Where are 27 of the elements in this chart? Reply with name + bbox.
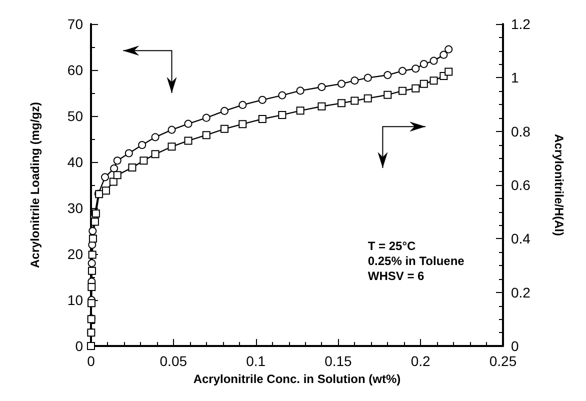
x-tick-label: 0.15 bbox=[324, 353, 352, 369]
x-tick-label: 0 bbox=[87, 353, 96, 369]
annotation: WHSV = 6 bbox=[368, 269, 425, 284]
y-tick-label: 70 bbox=[67, 16, 84, 32]
annotation: T = 25°C bbox=[368, 239, 416, 254]
x-tick-label: 0.25 bbox=[489, 353, 517, 369]
y2-tick-label: 1 bbox=[511, 70, 519, 86]
y2-tick-label: 0.2 bbox=[511, 284, 531, 300]
y-tick-label: 30 bbox=[67, 200, 84, 216]
y-tick-label: 60 bbox=[67, 62, 84, 78]
y2-axis-title: Acrylonitrile/H(Al) bbox=[552, 134, 566, 236]
y2-tick-label: 0.6 bbox=[511, 177, 531, 193]
y2-tick-label: 0 bbox=[511, 338, 519, 354]
annotation: 0.25% in Toluene bbox=[368, 254, 465, 268]
y-axis-title: Acrylonitrile Loading (mg/gz) bbox=[28, 102, 42, 268]
y-tick-label: 50 bbox=[67, 108, 84, 124]
y2-tick-label: 1.2 bbox=[511, 16, 531, 32]
x-tick-label: 0.05 bbox=[160, 353, 188, 369]
y-tick-label: 0 bbox=[75, 338, 84, 354]
y-tick-label: 10 bbox=[67, 292, 84, 308]
y2-tick-label: 0.4 bbox=[511, 230, 531, 247]
x-tick-label: 0.2 bbox=[410, 353, 431, 369]
x-axis-title: Acrylonitrile Conc. in Solution (wt%) bbox=[193, 372, 401, 386]
y-tick-label: 40 bbox=[67, 154, 84, 170]
y2-tick-label: 0.8 bbox=[511, 123, 531, 140]
y-tick-label: 20 bbox=[67, 246, 84, 262]
x-tick-label: 0.1 bbox=[246, 353, 266, 369]
